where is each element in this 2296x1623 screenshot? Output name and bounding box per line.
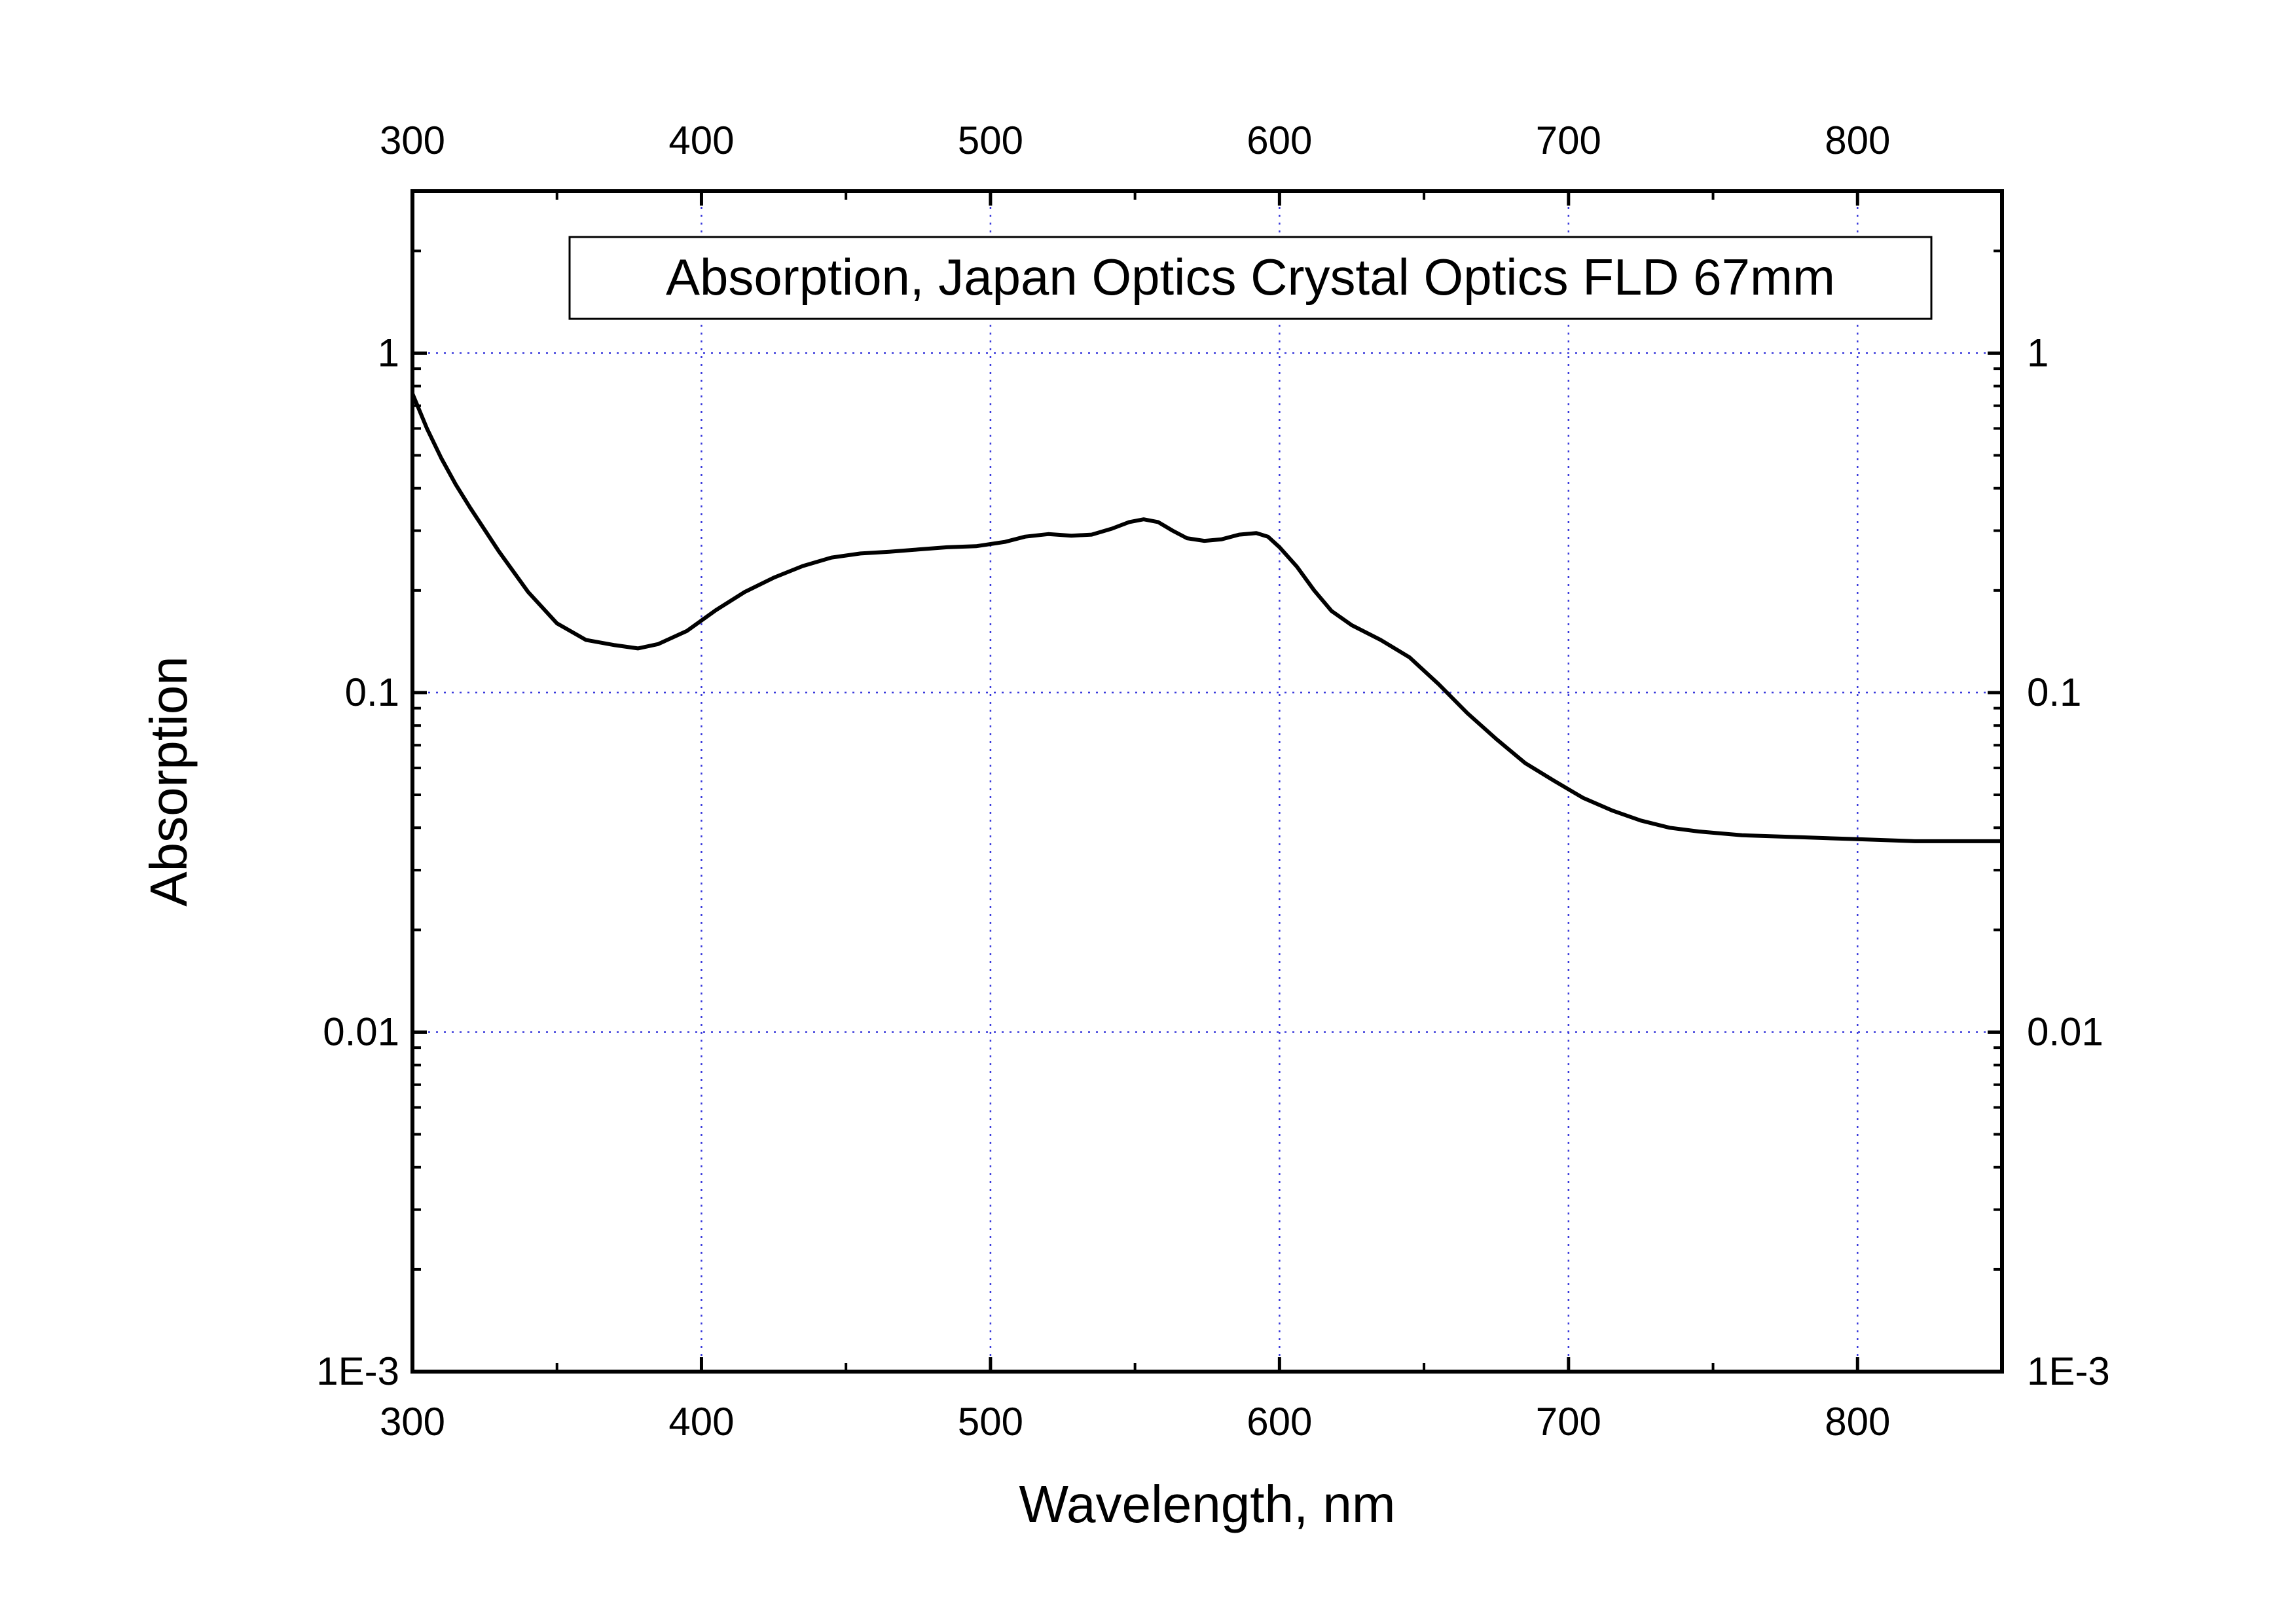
x-top-tick-label: 400	[668, 119, 734, 162]
x-tick-label: 500	[958, 1400, 1023, 1444]
y-right-tick-label: 0.1	[2027, 670, 2081, 714]
tick-labels: 300 300 400 400 500 500 600 600 700 700 800 800 1E-3…	[316, 119, 2110, 1444]
data-series	[410, 392, 2004, 843]
x-tick-label: 700	[1536, 1400, 1601, 1444]
x-top-tick-label: 500	[958, 119, 1023, 162]
y-tick-label: 1E-3	[316, 1349, 399, 1393]
y-axis-title: Absorption	[139, 656, 198, 906]
absorption-series-line	[410, 392, 2004, 843]
x-tick-label: 800	[1825, 1400, 1890, 1444]
x-axis-title: Wavelength, nm	[1019, 1475, 1395, 1533]
legend: Absorption, Japan Optics Crystal Optics …	[568, 236, 1933, 320]
x-top-tick-label: 800	[1825, 119, 1890, 162]
y-right-tick-label: 1	[2027, 331, 2049, 374]
x-tick-label: 300	[380, 1400, 445, 1444]
axis-ticks	[410, 191, 2002, 1374]
grid-lines	[412, 191, 2002, 1372]
y-tick-label: 1	[378, 331, 399, 374]
x-top-tick-label: 300	[380, 119, 445, 162]
legend-box	[568, 236, 1933, 320]
y-tick-label: 0.01	[323, 1010, 399, 1053]
y-tick-label: 0.1	[345, 670, 399, 714]
x-top-tick-label: 700	[1536, 119, 1601, 162]
x-tick-label: 600	[1247, 1400, 1312, 1444]
y-right-tick-label: 1E-3	[2027, 1349, 2110, 1393]
plot-frame	[410, 189, 2004, 1374]
y-right-tick-label: 0.01	[2027, 1010, 2104, 1053]
x-tick-label: 400	[668, 1400, 734, 1444]
x-top-tick-label: 600	[1247, 119, 1312, 162]
legend-entry: Absorption, Japan Optics Crystal Optics …	[666, 248, 1835, 306]
